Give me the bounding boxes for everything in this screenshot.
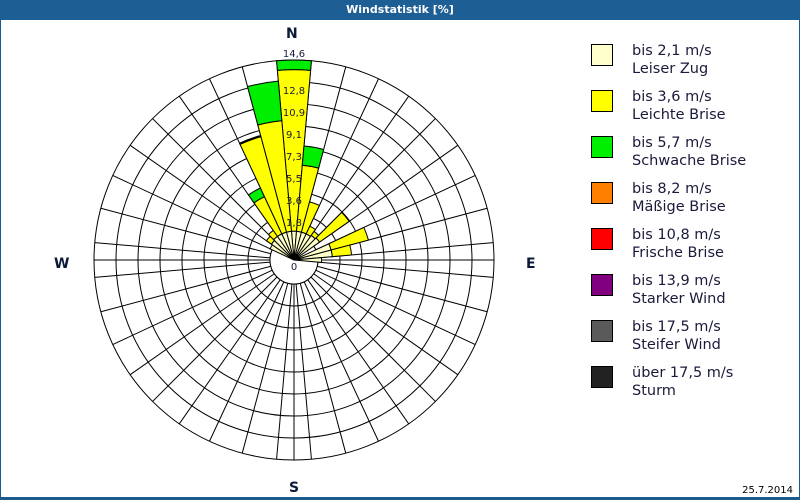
svg-text:1,8: 1,8 bbox=[286, 218, 302, 229]
svg-text:12,8: 12,8 bbox=[283, 86, 305, 97]
legend-label: Starker Wind bbox=[632, 291, 726, 307]
window-title: Windstatistik [%] bbox=[0, 0, 800, 20]
legend-label: Leichte Brise bbox=[632, 107, 726, 123]
legend-speed: bis 3,6 m/s bbox=[632, 89, 712, 105]
compass-east: E bbox=[526, 256, 536, 272]
legend-label: Frische Brise bbox=[632, 245, 724, 261]
compass-west: W bbox=[54, 256, 70, 272]
legend-speed: bis 17,5 m/s bbox=[632, 319, 721, 335]
compass-south: S bbox=[289, 480, 300, 496]
legend-item-frische-brise: bis 10,8 m/s Frische Brise bbox=[591, 226, 791, 272]
svg-text:0: 0 bbox=[291, 262, 297, 273]
svg-text:10,9: 10,9 bbox=[283, 108, 305, 119]
svg-text:9,1: 9,1 bbox=[286, 130, 302, 141]
legend-speed: bis 10,8 m/s bbox=[632, 227, 721, 243]
svg-text:7,3: 7,3 bbox=[286, 152, 302, 163]
legend-item-schwache-brise: bis 5,7 m/s Schwache Brise bbox=[591, 134, 791, 180]
legend-speed: bis 13,9 m/s bbox=[632, 273, 721, 289]
legend-speed: bis 5,7 m/s bbox=[632, 135, 712, 151]
compass-north: N bbox=[286, 26, 298, 42]
legend-item-sturm: über 17,5 m/s Sturm bbox=[591, 364, 791, 410]
legend-speed: über 17,5 m/s bbox=[632, 365, 734, 381]
legend-item-steifer-wind: bis 17,5 m/s Steifer Wind bbox=[591, 318, 791, 364]
legend-item-maessige-brise: bis 8,2 m/s Mäßige Brise bbox=[591, 180, 791, 226]
legend-speed: bis 2,1 m/s bbox=[632, 43, 712, 59]
legend-label: Steifer Wind bbox=[632, 337, 721, 353]
date-stamp: 25.7.2014 bbox=[742, 485, 793, 496]
chart-panel: 0 1,8 3,6 5,5 7,3 9,1 10,9 12,8 14,6 N E S W bis… bbox=[1, 20, 799, 497]
svg-text:3,6: 3,6 bbox=[286, 196, 302, 207]
legend-label: Mäßige Brise bbox=[632, 199, 726, 215]
svg-text:14,6: 14,6 bbox=[283, 49, 305, 60]
legend-swatch bbox=[591, 228, 613, 250]
legend-label: Schwache Brise bbox=[632, 153, 747, 169]
wind-rose-chart: 0 1,8 3,6 5,5 7,3 9,1 10,9 12,8 14,6 bbox=[93, 49, 495, 461]
legend-swatch bbox=[591, 182, 613, 204]
legend-speed: bis 8,2 m/s bbox=[632, 181, 712, 197]
legend-swatch bbox=[591, 320, 613, 342]
svg-text:5,5: 5,5 bbox=[286, 174, 302, 185]
legend-item-starker-wind: bis 13,9 m/s Starker Wind bbox=[591, 272, 791, 318]
legend-swatch bbox=[591, 90, 613, 112]
legend-swatch bbox=[591, 44, 613, 66]
legend-item-leiser-zug: bis 2,1 m/s Leiser Zug bbox=[591, 42, 791, 88]
legend-swatch bbox=[591, 136, 613, 158]
legend-swatch bbox=[591, 274, 613, 296]
legend-label: Leiser Zug bbox=[632, 61, 709, 77]
legend-label: Sturm bbox=[632, 383, 676, 399]
legend-item-leichte-brise: bis 3,6 m/s Leichte Brise bbox=[591, 88, 791, 134]
legend-swatch bbox=[591, 366, 613, 388]
